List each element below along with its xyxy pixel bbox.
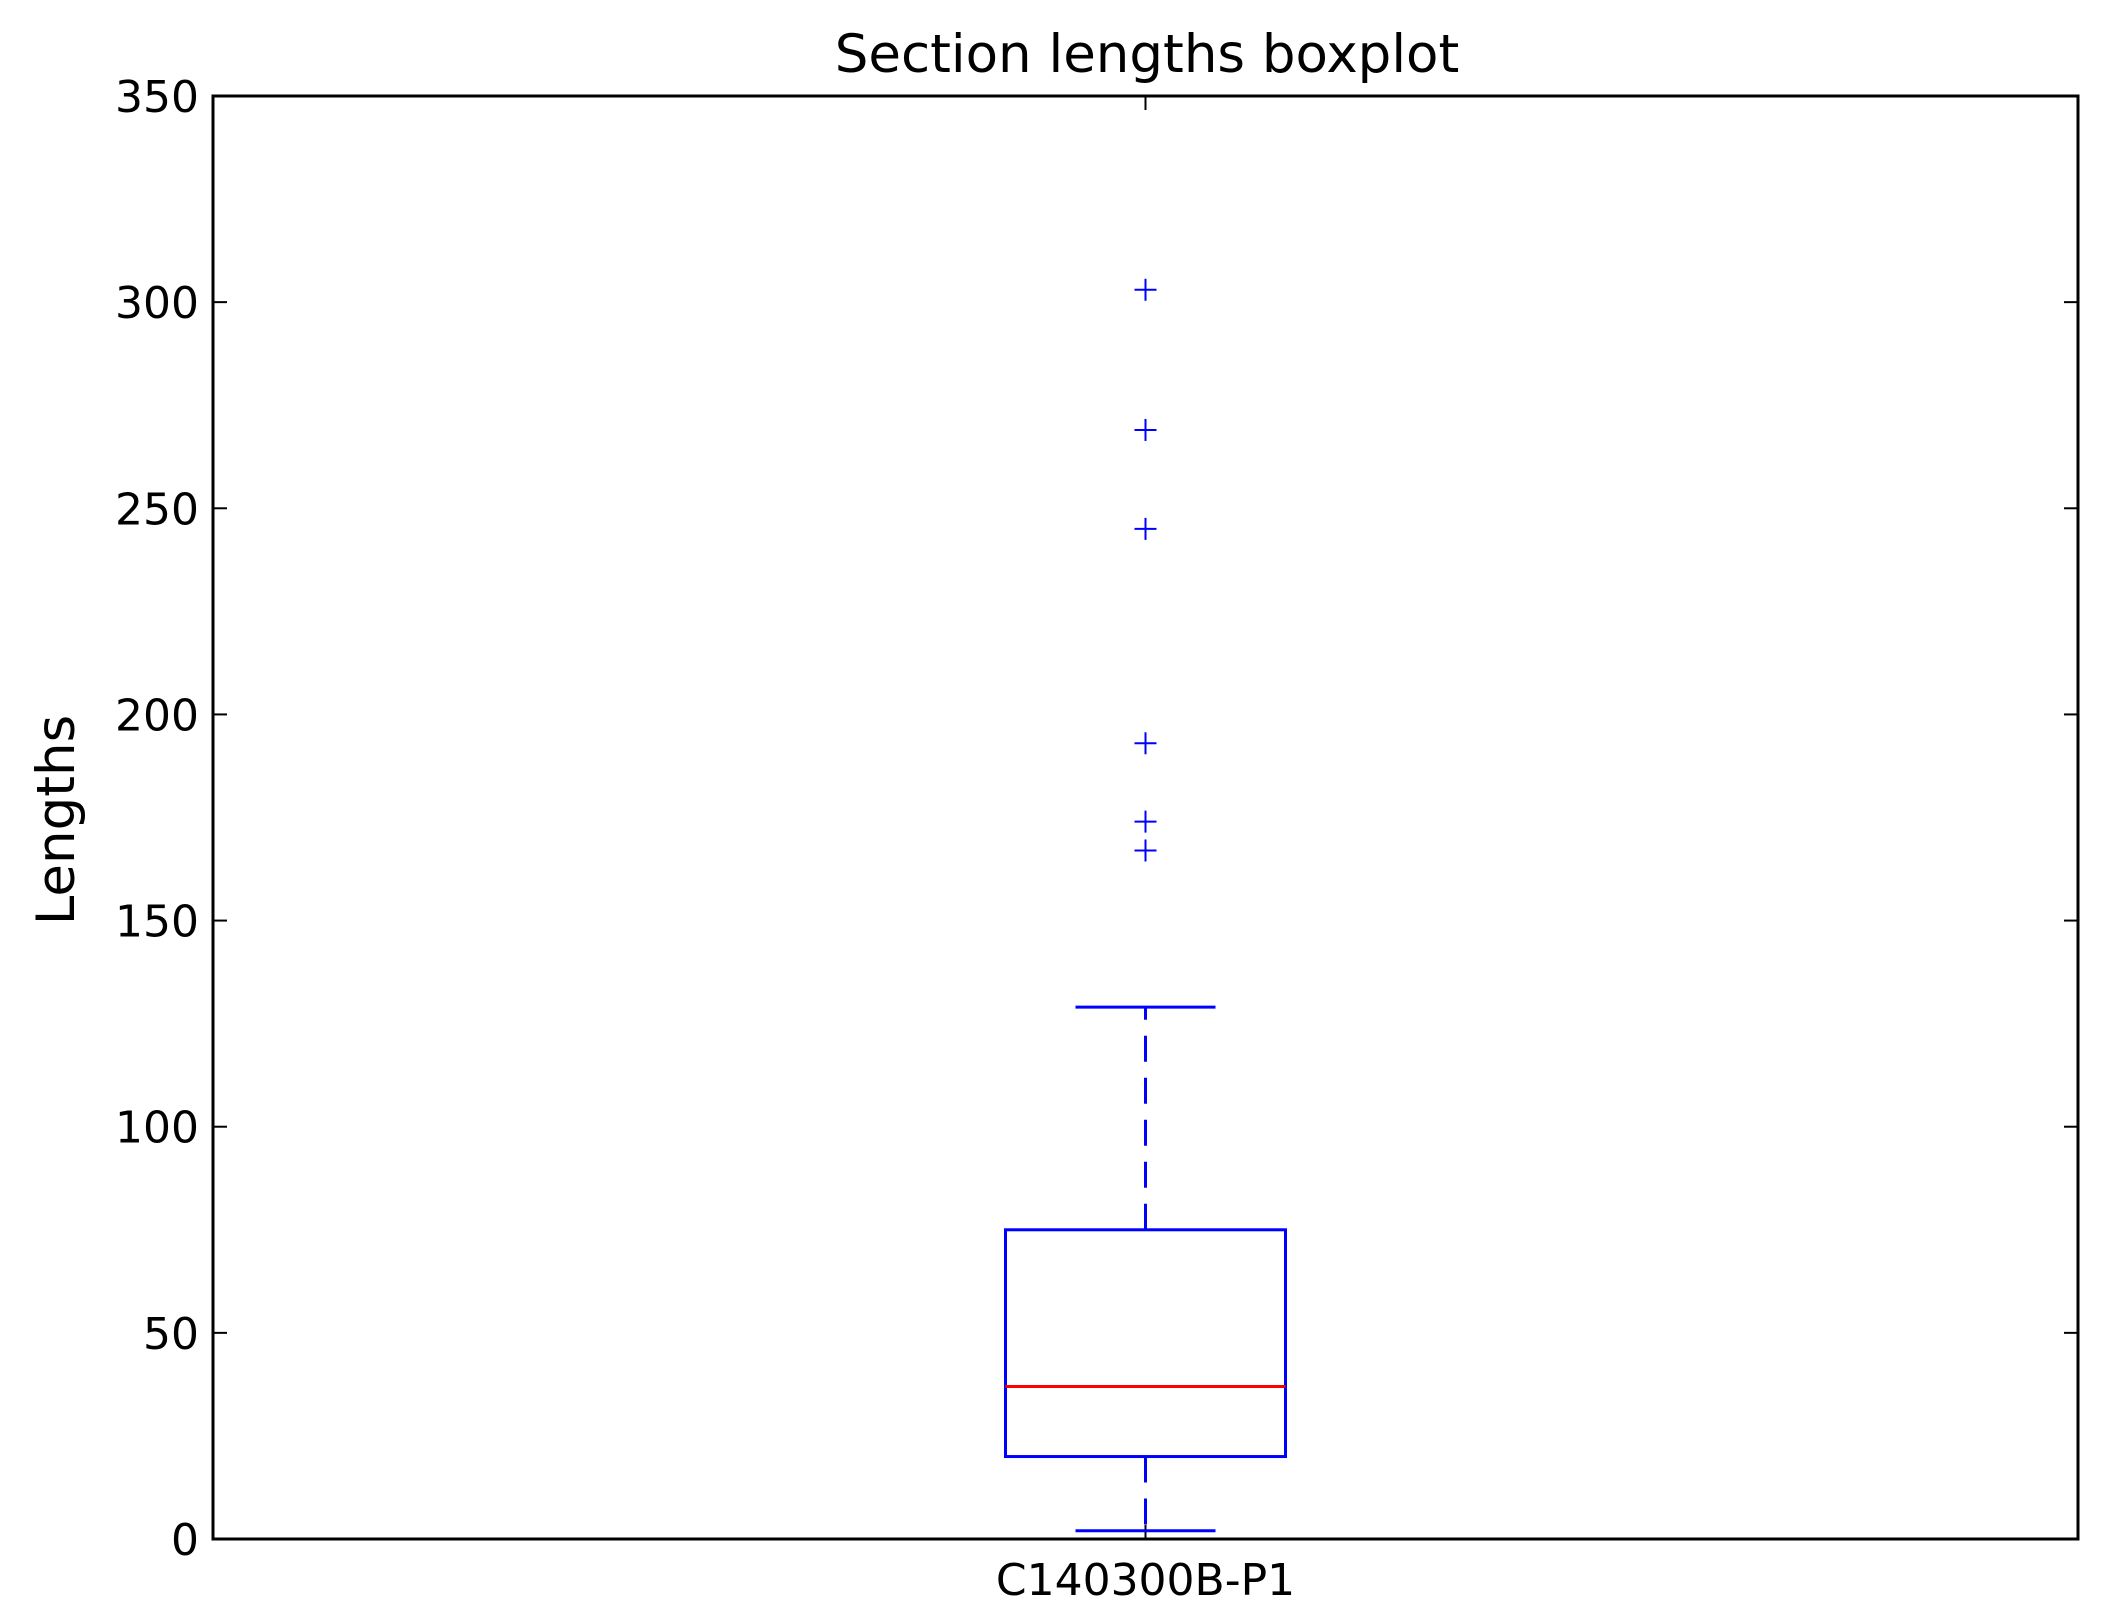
outlier-point [1134,810,1157,833]
y-tick-label: 0 [171,1515,199,1566]
y-axis-label: Lengths [26,715,87,925]
x-tick-label: C140300B-P1 [996,1555,1295,1606]
y-tick-label: 150 [115,897,199,948]
y-tick-label: 50 [143,1309,199,1360]
axis-ticks: 0 50 100 150 200 250 300 350 C140300B-P1 [115,72,2078,1606]
y-tick-label: 100 [115,1103,199,1154]
plot-area-frame [211,94,2080,1541]
interquartile-box [1004,1228,1287,1459]
outlier-point [1134,278,1157,301]
chart-title: Section lengths boxplot [835,24,1460,85]
outlier-point [1134,517,1157,540]
box-layer [1004,278,1287,1533]
y-tick-label: 200 [115,690,199,741]
y-tick-label: 300 [115,278,199,329]
y-tick-label: 350 [115,72,199,123]
outlier-point [1134,418,1157,441]
y-tick-label: 250 [115,484,199,535]
outlier-point [1134,839,1157,862]
outlier-point [1134,732,1157,755]
